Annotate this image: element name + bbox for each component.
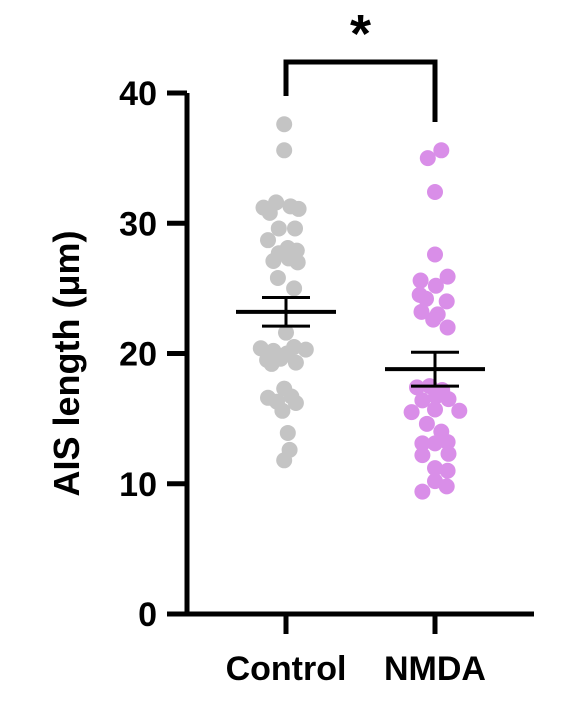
data-point-control xyxy=(287,394,304,411)
data-point-control xyxy=(286,338,303,355)
data-point-control xyxy=(278,324,294,341)
data-point-nmda xyxy=(438,478,455,495)
axes: 0 10 20 30 40 Control NMDA AIS length (μm) xyxy=(46,75,534,688)
data-point-control xyxy=(289,254,306,271)
data-point-control xyxy=(279,424,296,441)
data-point-control xyxy=(287,220,303,237)
data-point-nmda xyxy=(451,402,468,419)
significance-bracket-line xyxy=(283,59,438,122)
data-point-nmda xyxy=(427,246,443,263)
x-tick-label-nmda: NMDA xyxy=(384,650,486,688)
data-point-control xyxy=(270,220,287,237)
data-point-nmda xyxy=(414,435,431,452)
data-point-nmda xyxy=(427,460,443,477)
data-point-control xyxy=(261,204,278,221)
data-point-control xyxy=(260,232,276,249)
data-point-nmda xyxy=(412,272,429,289)
data-point-nmda xyxy=(440,445,457,462)
data-point-nmda xyxy=(440,391,457,408)
data-point-nmda xyxy=(439,434,456,451)
data-point-nmda xyxy=(425,311,442,328)
data-point-nmda xyxy=(427,388,444,405)
data-point-nmda xyxy=(427,277,444,294)
data-point-nmda xyxy=(427,435,443,452)
data-point-control xyxy=(286,280,303,297)
y-tick-label: 30 xyxy=(119,205,157,243)
data-point-control xyxy=(269,269,286,286)
data-point-nmda xyxy=(414,392,431,409)
data-point-nmda xyxy=(403,404,420,421)
data-point-control xyxy=(263,355,280,372)
mean-sem-bars xyxy=(236,295,485,388)
data-point-control xyxy=(290,200,307,217)
y-tick-label: 10 xyxy=(119,466,157,504)
data-point-nmda xyxy=(413,303,430,320)
significance-bracket: * xyxy=(283,4,438,122)
y-tick-label: 40 xyxy=(119,75,157,113)
y-tick-label: 20 xyxy=(119,336,157,374)
data-point-control xyxy=(274,402,291,419)
data-point-control xyxy=(276,452,293,469)
data-point-nmda xyxy=(439,268,456,285)
data-point-nmda xyxy=(439,462,456,479)
data-point-nmda xyxy=(427,401,443,418)
data-point-nmda xyxy=(438,293,455,310)
data-point-nmda xyxy=(414,447,431,464)
data-point-control xyxy=(276,116,293,133)
significance-star: * xyxy=(350,4,371,64)
data-point-control xyxy=(287,354,304,371)
data-point-control xyxy=(252,340,269,357)
data-point-nmda xyxy=(419,150,436,167)
data-points xyxy=(252,116,468,500)
y-tick-label: 0 xyxy=(138,596,157,634)
data-point-nmda xyxy=(433,142,450,159)
data-point-control xyxy=(265,253,282,270)
x-tick-label-control: Control xyxy=(226,650,347,688)
data-point-nmda xyxy=(427,183,443,200)
data-point-nmda xyxy=(414,483,431,500)
y-axis-title: AIS length (μm) xyxy=(46,230,87,496)
data-point-nmda xyxy=(418,290,434,307)
data-point-nmda xyxy=(418,415,435,432)
data-point-nmda xyxy=(439,319,456,336)
data-point-control xyxy=(276,142,293,159)
